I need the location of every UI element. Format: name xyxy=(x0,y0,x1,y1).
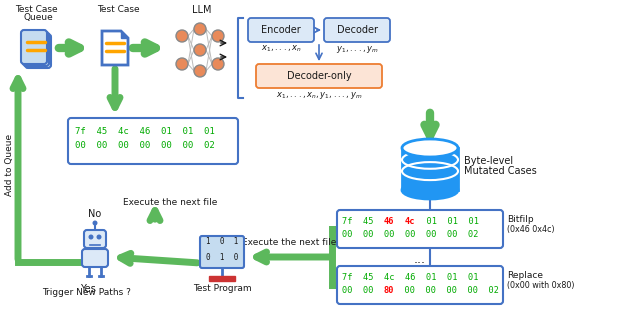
FancyBboxPatch shape xyxy=(68,118,238,164)
Text: Test Case: Test Case xyxy=(97,5,140,14)
Circle shape xyxy=(194,44,206,56)
Text: 7f  45  4c  46  01  01  01: 7f 45 4c 46 01 01 01 xyxy=(75,127,215,136)
Circle shape xyxy=(88,234,93,240)
Ellipse shape xyxy=(402,139,458,157)
Text: Test Case: Test Case xyxy=(15,5,58,14)
FancyBboxPatch shape xyxy=(324,18,390,42)
Text: Queue: Queue xyxy=(23,13,52,22)
Circle shape xyxy=(194,65,206,77)
Text: Execute the next file: Execute the next file xyxy=(123,198,217,207)
Polygon shape xyxy=(121,31,128,38)
Text: Execute the next file: Execute the next file xyxy=(242,238,336,247)
Text: Yes: Yes xyxy=(80,284,96,294)
Text: Decoder: Decoder xyxy=(337,25,378,35)
FancyBboxPatch shape xyxy=(337,210,503,248)
Text: (0x00 with 0x80): (0x00 with 0x80) xyxy=(507,281,575,290)
Ellipse shape xyxy=(402,181,458,199)
Text: 1  0  1
0  1  0: 1 0 1 0 1 0 xyxy=(206,238,238,263)
FancyBboxPatch shape xyxy=(337,266,503,304)
Circle shape xyxy=(212,58,224,70)
Circle shape xyxy=(212,30,224,42)
Text: 00  00  00  00  02: 00 00 00 00 02 xyxy=(394,286,499,295)
FancyBboxPatch shape xyxy=(248,18,314,42)
Text: 00  00  00  00  00  00  02: 00 00 00 00 00 00 02 xyxy=(75,141,215,150)
FancyBboxPatch shape xyxy=(84,230,106,248)
Text: 7f  45  4c  46  01  01  01: 7f 45 4c 46 01 01 01 xyxy=(342,273,479,282)
Text: Replace: Replace xyxy=(507,271,543,280)
Text: Trigger New Paths ?: Trigger New Paths ? xyxy=(43,288,131,297)
Text: $x_1, ..., x_n, y_1, ..., y_m$: $x_1, ..., x_n, y_1, ..., y_m$ xyxy=(276,90,362,101)
Text: 46: 46 xyxy=(384,217,394,226)
Text: ...: ... xyxy=(414,253,426,266)
Text: Byte-level: Byte-level xyxy=(464,156,513,166)
Text: 01  01  01: 01 01 01 xyxy=(415,217,479,226)
Text: Test Program: Test Program xyxy=(193,284,252,293)
Text: LLM: LLM xyxy=(192,5,211,15)
Circle shape xyxy=(176,30,188,42)
FancyBboxPatch shape xyxy=(23,32,49,66)
Bar xyxy=(402,148,458,190)
FancyBboxPatch shape xyxy=(82,249,108,267)
Circle shape xyxy=(97,234,102,240)
Polygon shape xyxy=(102,31,128,65)
Text: Encoder: Encoder xyxy=(261,25,301,35)
FancyBboxPatch shape xyxy=(25,34,51,68)
Text: Bitfilp: Bitfilp xyxy=(507,215,534,224)
Text: $x_1, ..., x_n$: $x_1, ..., x_n$ xyxy=(260,44,301,54)
Bar xyxy=(209,276,235,281)
FancyBboxPatch shape xyxy=(200,236,244,268)
Text: 4c: 4c xyxy=(405,217,415,226)
Text: No: No xyxy=(88,209,102,219)
Text: 00  00: 00 00 xyxy=(342,286,384,295)
Circle shape xyxy=(93,221,97,226)
Text: $y_1, ..., y_m$: $y_1, ..., y_m$ xyxy=(335,44,378,55)
FancyBboxPatch shape xyxy=(21,30,47,64)
Text: Add to Queue: Add to Queue xyxy=(6,134,15,196)
Text: Decoder-only: Decoder-only xyxy=(287,71,351,81)
FancyBboxPatch shape xyxy=(256,64,382,88)
Circle shape xyxy=(194,23,206,35)
Text: (0x46 0x4c): (0x46 0x4c) xyxy=(507,225,555,234)
Text: 00  00  00  00  00  00  02: 00 00 00 00 00 00 02 xyxy=(342,230,479,239)
Circle shape xyxy=(176,58,188,70)
Text: 7f  45: 7f 45 xyxy=(342,217,384,226)
Text: 80: 80 xyxy=(384,286,394,295)
Text: Mutated Cases: Mutated Cases xyxy=(464,166,537,176)
